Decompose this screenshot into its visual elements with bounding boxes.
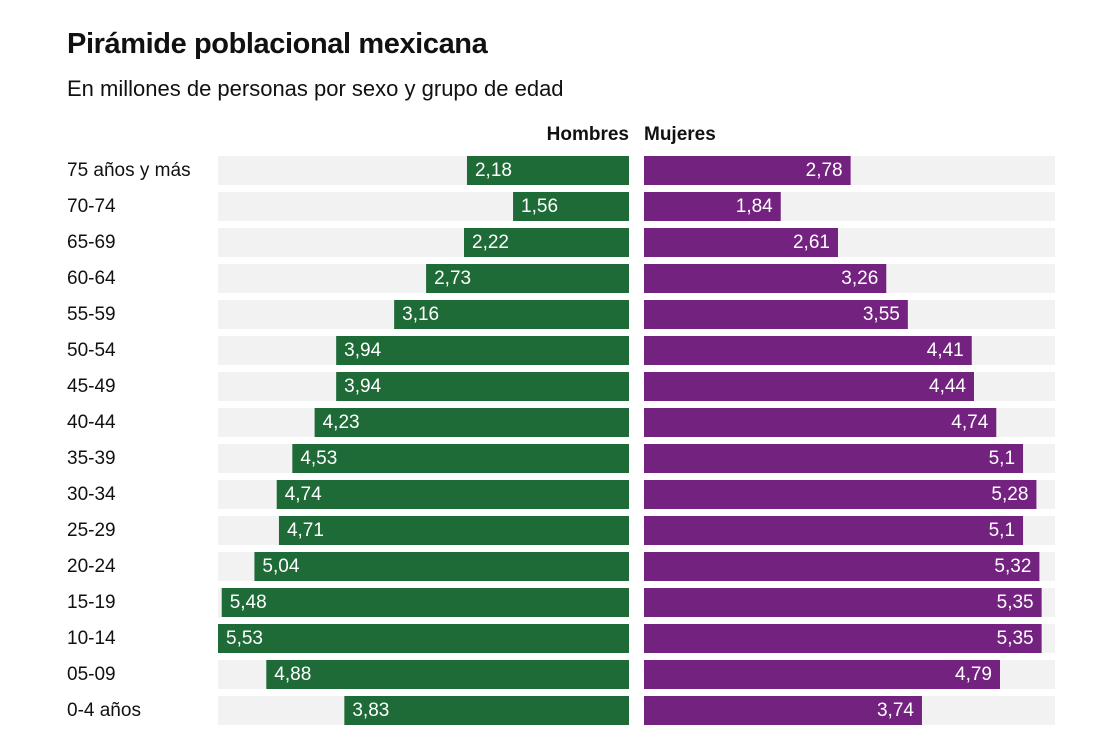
chart-title: Pirámide poblacional mexicana	[67, 28, 488, 60]
mujeres-bar	[644, 444, 1024, 473]
mujeres-bar	[644, 336, 972, 365]
legend-hombres: Hombres	[546, 124, 629, 145]
hombres-bar	[344, 696, 629, 725]
mujeres-value-label: 2,61	[793, 232, 830, 253]
category-label: 60-64	[67, 268, 116, 289]
mujeres-value-label: 2,78	[806, 160, 843, 181]
hombres-value-label: 3,83	[352, 700, 389, 721]
category-label: 50-54	[67, 340, 116, 361]
hombres-value-label: 4,71	[287, 520, 324, 541]
mujeres-bar	[644, 408, 997, 437]
hombres-bar	[254, 552, 629, 581]
hombres-value-label: 4,53	[300, 448, 337, 469]
category-label: 20-24	[67, 556, 116, 577]
category-label: 70-74	[67, 196, 116, 217]
mujeres-value-label: 5,1	[989, 448, 1015, 469]
hombres-value-label: 2,73	[434, 268, 471, 289]
hombres-bar	[513, 192, 629, 221]
category-label: 55-59	[67, 304, 116, 325]
mujeres-bar	[644, 552, 1040, 581]
category-label: 30-34	[67, 484, 116, 505]
hombres-value-label: 3,94	[344, 376, 381, 397]
hombres-value-label: 3,94	[344, 340, 381, 361]
hombres-bar	[218, 624, 629, 653]
mujeres-bar	[644, 624, 1042, 653]
hombres-value-label: 1,56	[521, 196, 558, 217]
mujeres-value-label: 4,74	[951, 412, 988, 433]
hombres-value-label: 3,16	[402, 304, 439, 325]
mujeres-value-label: 4,44	[929, 376, 966, 397]
category-label: 65-69	[67, 232, 116, 253]
mujeres-value-label: 3,26	[841, 268, 878, 289]
hombres-value-label: 5,04	[262, 556, 299, 577]
hombres-value-label: 2,22	[472, 232, 509, 253]
mujeres-value-label: 1,84	[736, 196, 773, 217]
hombres-bar	[466, 156, 629, 185]
category-label: 15-19	[67, 592, 116, 613]
hombres-value-label: 4,88	[274, 664, 311, 685]
mujeres-value-label: 4,41	[927, 340, 964, 361]
hombres-value-label: 5,48	[230, 592, 267, 613]
hombres-bar	[266, 660, 629, 689]
hombres-bar	[464, 228, 629, 257]
hombres-value-label: 4,74	[285, 484, 322, 505]
mujeres-bar	[644, 480, 1037, 509]
hombres-value-label: 2,18	[475, 160, 512, 181]
mujeres-bar	[644, 264, 887, 293]
category-label: 10-14	[67, 628, 116, 649]
mujeres-value-label: 3,55	[863, 304, 900, 325]
legend-mujeres: Mujeres	[644, 124, 716, 145]
chart-subtitle: En millones de personas por sexo y grupo…	[67, 76, 564, 101]
mujeres-value-label: 3,74	[877, 700, 914, 721]
hombres-bar	[336, 372, 629, 401]
mujeres-value-label: 5,32	[994, 556, 1031, 577]
hombres-bar	[278, 516, 629, 545]
mujeres-bar	[644, 156, 851, 185]
mujeres-bar	[644, 372, 974, 401]
hombres-value-label: 4,23	[323, 412, 360, 433]
mujeres-value-label: 5,35	[997, 628, 1034, 649]
mujeres-value-label: 5,28	[991, 484, 1028, 505]
mujeres-bar	[644, 192, 781, 221]
mujeres-bar	[644, 588, 1042, 617]
category-label: 75 años y más	[67, 160, 191, 181]
category-label: 35-39	[67, 448, 116, 469]
hombres-bar	[394, 300, 629, 329]
hombres-bar	[314, 408, 629, 437]
mujeres-bar	[644, 300, 908, 329]
hombres-value-label: 5,53	[226, 628, 263, 649]
category-label: 0-4 años	[67, 700, 141, 721]
hombres-bar	[276, 480, 629, 509]
category-label: 40-44	[67, 412, 116, 433]
hombres-bar	[336, 336, 629, 365]
hombres-bar	[221, 588, 629, 617]
category-label: 45-49	[67, 376, 116, 397]
hombres-bar	[426, 264, 629, 293]
hombres-bar	[292, 444, 629, 473]
mujeres-bar	[644, 228, 838, 257]
mujeres-bar	[644, 516, 1024, 545]
mujeres-bar	[644, 696, 922, 725]
mujeres-value-label: 4,79	[955, 664, 992, 685]
category-label: 05-09	[67, 664, 116, 685]
mujeres-value-label: 5,1	[989, 520, 1015, 541]
mujeres-value-label: 5,35	[997, 592, 1034, 613]
category-label: 25-29	[67, 520, 116, 541]
mujeres-bar	[644, 660, 1001, 689]
